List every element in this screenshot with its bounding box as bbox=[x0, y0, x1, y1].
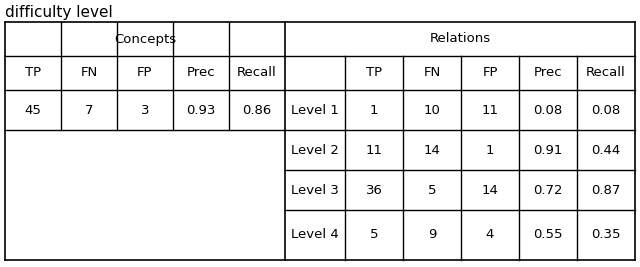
Text: difficulty level: difficulty level bbox=[5, 5, 113, 19]
Text: 0.08: 0.08 bbox=[533, 104, 563, 116]
Text: 11: 11 bbox=[365, 143, 383, 156]
Text: Concepts: Concepts bbox=[114, 33, 176, 45]
Text: 14: 14 bbox=[481, 183, 499, 197]
Text: Level 2: Level 2 bbox=[291, 143, 339, 156]
Text: Level 3: Level 3 bbox=[291, 183, 339, 197]
Text: 1: 1 bbox=[486, 143, 494, 156]
Text: 0.35: 0.35 bbox=[591, 229, 621, 241]
Text: FN: FN bbox=[424, 66, 440, 80]
Text: 0.87: 0.87 bbox=[591, 183, 621, 197]
Text: 14: 14 bbox=[424, 143, 440, 156]
Text: 1: 1 bbox=[370, 104, 378, 116]
Text: 3: 3 bbox=[141, 104, 149, 116]
Text: TP: TP bbox=[366, 66, 382, 80]
Text: Prec: Prec bbox=[534, 66, 563, 80]
Text: FN: FN bbox=[81, 66, 98, 80]
Text: FP: FP bbox=[137, 66, 153, 80]
Text: Level 4: Level 4 bbox=[291, 229, 339, 241]
Text: TP: TP bbox=[25, 66, 41, 80]
Text: 0.08: 0.08 bbox=[591, 104, 621, 116]
Text: 45: 45 bbox=[24, 104, 42, 116]
Text: 0.44: 0.44 bbox=[591, 143, 621, 156]
Text: 9: 9 bbox=[428, 229, 436, 241]
Text: Relations: Relations bbox=[429, 33, 491, 45]
Text: 5: 5 bbox=[370, 229, 378, 241]
Text: 0.93: 0.93 bbox=[186, 104, 216, 116]
Text: FP: FP bbox=[483, 66, 498, 80]
Text: 11: 11 bbox=[481, 104, 499, 116]
Text: Level 1: Level 1 bbox=[291, 104, 339, 116]
Text: 0.91: 0.91 bbox=[533, 143, 563, 156]
Text: 0.72: 0.72 bbox=[533, 183, 563, 197]
Text: Prec: Prec bbox=[187, 66, 215, 80]
Text: 0.86: 0.86 bbox=[243, 104, 271, 116]
Text: Recall: Recall bbox=[237, 66, 277, 80]
Text: 7: 7 bbox=[84, 104, 93, 116]
Text: 4: 4 bbox=[486, 229, 494, 241]
Text: 0.55: 0.55 bbox=[533, 229, 563, 241]
Text: 36: 36 bbox=[365, 183, 383, 197]
Text: 5: 5 bbox=[428, 183, 436, 197]
Text: Recall: Recall bbox=[586, 66, 626, 80]
Text: 10: 10 bbox=[424, 104, 440, 116]
